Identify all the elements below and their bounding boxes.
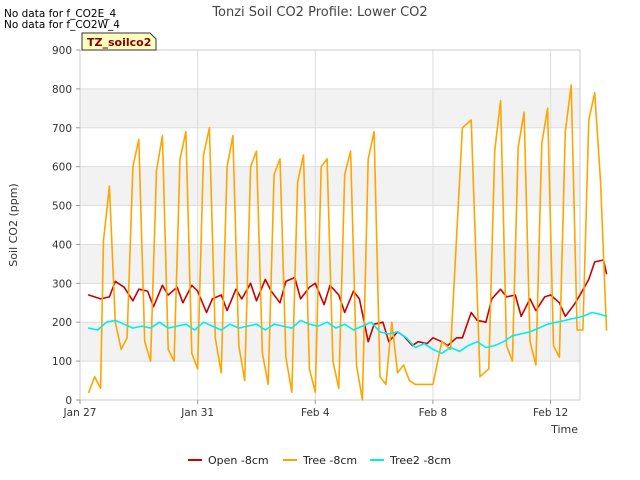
y-tick-label: 200 [52,317,72,329]
x-tick-label: Feb 8 [419,407,448,419]
y-axis-label: Soil CO2 (ppm) [7,183,20,266]
y-tick-label: 300 [52,278,72,290]
chart-title: Tonzi Soil CO2 Profile: Lower CO2 [211,5,427,20]
series-line-tree-8cm [88,84,608,401]
series-layer [88,84,608,401]
y-tick-label: 900 [52,45,72,57]
legend-label: Tree2 -8cm [389,454,451,467]
no-data-message-1: No data for f_CO2E_4 [4,8,117,20]
background-band [80,50,580,89]
x-tick-label: Jan 31 [180,407,214,419]
legend-label: Open -8cm [208,454,269,467]
y-tick-label: 0 [65,395,72,407]
background-band [80,127,580,167]
x-tick-label: Jan 27 [63,407,97,419]
y-tick-label: 800 [52,84,72,96]
background-band [80,283,580,323]
y-tick-label: 100 [52,356,72,368]
y-tick-label: 400 [52,239,72,251]
site-label: TZ_soilco2 [87,36,151,49]
legend-label: Tree -8cm [302,454,357,467]
y-axis-ticks: 0 100 200 300 400 500 600 700 800 900 [52,45,80,407]
background-band [80,322,580,362]
x-tick-label: Feb 12 [533,407,568,419]
plot-frame [79,49,581,401]
no-data-message-2: No data for f_CO2W_4 [4,19,120,31]
x-axis-ticks: Jan 27 Jan 31 Feb 4 Feb 8 Feb 12 [63,400,568,419]
x-tick-label: Feb 4 [301,407,330,419]
site-label-box: TZ_soilco2 [81,32,157,51]
y-tick-label: 700 [52,123,72,135]
y-tick-label: 600 [52,162,72,174]
series-line-tree2-8cm [88,311,608,355]
y-tick-label: 500 [52,201,72,213]
background-band [80,88,580,128]
series-line-open-8cm [88,259,608,347]
legend: Open -8cm Tree -8cm Tree2 -8cm [188,454,451,467]
background-band [80,361,580,400]
x-axis-label: Time [550,423,578,436]
site-label-background [81,32,157,51]
